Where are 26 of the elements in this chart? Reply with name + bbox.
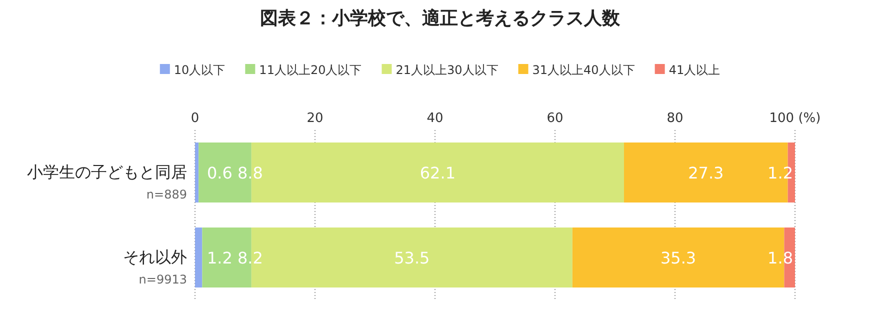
legend-label: 21人以上30人以下 [396, 63, 498, 77]
legend-label: 10人以下 [174, 63, 226, 77]
data-label: 0.6 [207, 164, 232, 182]
x-tick-label: 100 (%) [769, 111, 821, 126]
y-tick-label: それ以外 n=9913 [123, 248, 187, 286]
data-label: 1.2 [207, 248, 232, 268]
legend-label: 41人以上 [668, 63, 720, 77]
data-label: 35.3 [660, 248, 696, 268]
data-label: 1.8 [768, 248, 793, 268]
y-tick-label: 小学生の子どもと同居 n=889 [27, 162, 187, 202]
chart-title: 図表２：小学校で、適正と考えるクラス人数 [260, 8, 621, 29]
data-label: 1.2 [768, 164, 793, 182]
x-tick-label: 60 [546, 111, 564, 126]
data-label: 8.2 [237, 248, 263, 268]
data-label: 53.5 [394, 248, 430, 268]
bar [195, 228, 202, 288]
data-label: 8.8 [237, 164, 263, 182]
data-label: 27.3 [688, 164, 724, 182]
x-tick-label: 80 [666, 111, 684, 126]
x-tick-label: 40 [426, 111, 444, 126]
x-tick-label: 0 [190, 111, 200, 126]
legend-label: 11人以上20人以下 [259, 63, 362, 77]
legend-label: 31人以上40人以下 [532, 63, 635, 77]
x-tick-label: 20 [306, 111, 324, 126]
bar [195, 142, 199, 202]
data-label: 62.1 [420, 164, 456, 182]
